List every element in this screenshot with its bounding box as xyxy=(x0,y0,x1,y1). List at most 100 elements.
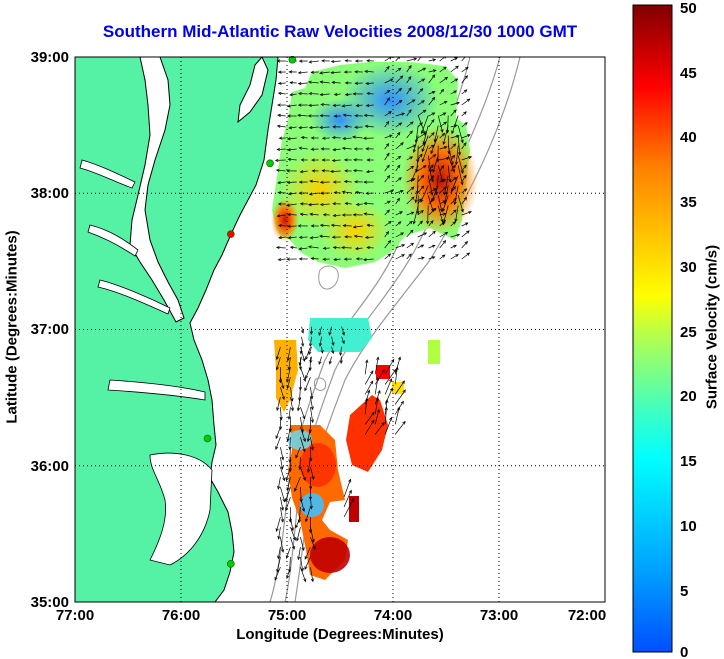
velocity-vector-head xyxy=(442,212,447,216)
velocity-vector-head xyxy=(321,136,326,140)
velocity-vector-head xyxy=(376,356,380,361)
velocity-vector-head xyxy=(400,142,404,146)
velocity-vector-head xyxy=(463,142,467,146)
velocity-vector-head xyxy=(303,378,307,382)
velocity-vector-head xyxy=(431,244,436,248)
velocity-vector-head xyxy=(431,91,436,95)
velocity-vector xyxy=(439,200,446,205)
velocity-vector xyxy=(276,557,281,573)
velocity-vector-head xyxy=(453,176,457,181)
velocity-vector-head xyxy=(319,114,324,118)
velocity-vector xyxy=(298,547,301,560)
colorbar-tick-label: 45 xyxy=(680,65,697,82)
velocity-vector-head xyxy=(443,146,448,150)
velocity-vector-head xyxy=(468,156,473,160)
velocity-vector xyxy=(406,87,412,95)
velocity-vector-head xyxy=(309,505,313,510)
velocity-vector-head xyxy=(298,59,303,63)
velocity-vector xyxy=(318,356,322,365)
velocity-vector xyxy=(341,336,345,344)
velocity-vector xyxy=(299,247,308,250)
velocity-vector-head xyxy=(310,136,315,140)
velocity-vector-head xyxy=(332,147,337,152)
velocity-vector-head xyxy=(277,257,282,262)
velocity-vector-head xyxy=(456,101,460,105)
velocity-vector-head xyxy=(467,134,471,138)
velocity-vector-head xyxy=(365,170,370,174)
velocity-vector xyxy=(432,155,439,173)
velocity-vector-head xyxy=(278,426,283,431)
velocity-vector xyxy=(439,89,444,95)
velocity-vector-head xyxy=(389,378,393,383)
velocity-vector xyxy=(310,387,313,399)
velocity-vector xyxy=(276,347,281,360)
velocity-vector xyxy=(286,367,291,383)
velocity-vector xyxy=(461,252,470,260)
velocity-vector-head xyxy=(354,81,359,85)
velocity-vector xyxy=(395,100,402,106)
velocity-vector-head xyxy=(320,350,324,354)
y-tick-label: 39:00 xyxy=(31,49,69,66)
velocity-vector-head xyxy=(426,220,430,225)
velocity-vector-head xyxy=(390,189,395,193)
velocity-vector xyxy=(439,77,448,84)
velocity-vector xyxy=(413,205,419,224)
velocity-vector xyxy=(461,175,467,183)
velocity-vector-head xyxy=(460,139,464,144)
velocity-vector xyxy=(439,133,445,139)
velocity-vector-head xyxy=(286,104,291,108)
velocity-vector xyxy=(295,446,301,458)
velocity-vector xyxy=(288,236,297,239)
velocity-vector-head xyxy=(333,92,338,96)
velocity-vector xyxy=(275,427,281,439)
velocity-vector xyxy=(384,134,393,139)
velocity-vector xyxy=(395,190,404,194)
velocity-vector xyxy=(300,557,304,571)
velocity-vector xyxy=(384,359,395,375)
velocity-vector-head xyxy=(331,135,336,140)
velocity-vector-head xyxy=(440,88,445,93)
station-marker xyxy=(227,560,235,568)
velocity-vector-head xyxy=(352,213,357,217)
estuary xyxy=(87,224,139,257)
velocity-vector xyxy=(278,258,286,261)
velocity-vector xyxy=(276,169,286,172)
velocity-vector xyxy=(457,125,464,143)
velocity-vector xyxy=(343,114,352,117)
velocity-vector-head xyxy=(421,148,425,153)
velocity-vector xyxy=(298,82,308,84)
velocity-vector-head xyxy=(285,555,289,559)
velocity-vector xyxy=(461,211,472,216)
velocity-vector-head xyxy=(288,126,293,130)
velocity-vector xyxy=(310,437,314,450)
velocity-vector-head xyxy=(286,257,290,261)
velocity-vector-head xyxy=(342,113,347,117)
velocity-vector xyxy=(301,326,304,334)
velocity-vector-head xyxy=(299,170,304,174)
velocity-vector xyxy=(450,102,460,106)
velocity-vector-head xyxy=(321,169,325,173)
velocity-vector-head xyxy=(454,218,458,223)
velocity-vector xyxy=(320,224,330,227)
velocity-vector xyxy=(309,126,319,129)
velocity-vector xyxy=(434,125,439,142)
velocity-vector-head xyxy=(342,224,347,228)
velocity-vector-head xyxy=(311,169,316,173)
velocity-vector xyxy=(417,57,422,62)
velocity-vector-head xyxy=(286,487,290,492)
velocity-vector xyxy=(332,159,341,161)
velocity-vector xyxy=(395,254,405,260)
velocity-vector-head xyxy=(280,518,285,523)
velocity-vector-head xyxy=(385,120,390,125)
velocity-vector-head xyxy=(431,118,435,123)
velocity-vector xyxy=(342,147,352,150)
velocity-vector xyxy=(447,135,450,154)
velocity-vector xyxy=(374,397,379,415)
velocity-vector xyxy=(367,224,374,227)
velocity-vector xyxy=(450,143,456,150)
velocity-vector-head xyxy=(400,400,404,405)
velocity-vector-head xyxy=(463,111,467,115)
velocity-vector-head xyxy=(401,112,406,116)
velocity-vector xyxy=(406,121,414,128)
velocity-vector xyxy=(444,175,449,195)
